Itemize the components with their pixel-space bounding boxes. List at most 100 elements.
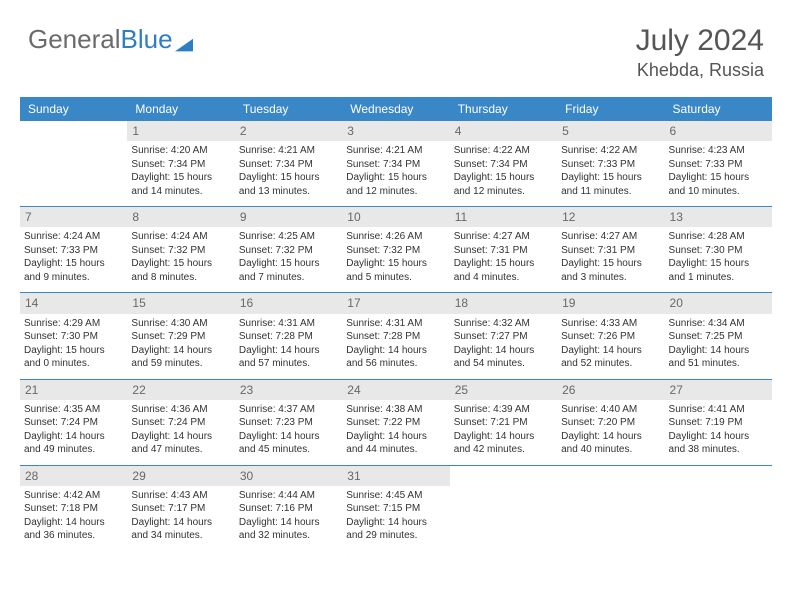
daylight-line-1: Daylight: 15 hours <box>454 171 553 185</box>
sunset-line: Sunset: 7:24 PM <box>24 416 123 430</box>
day-number: 1 <box>127 121 234 141</box>
calendar-cell: 31Sunrise: 4:45 AMSunset: 7:15 PMDayligh… <box>342 466 449 551</box>
weekday-label: Friday <box>557 97 664 121</box>
calendar-week: 7Sunrise: 4:24 AMSunset: 7:33 PMDaylight… <box>20 207 772 293</box>
sunrise-line: Sunrise: 4:34 AM <box>669 317 768 331</box>
calendar-cell: 12Sunrise: 4:27 AMSunset: 7:31 PMDayligh… <box>557 207 664 292</box>
sunset-line: Sunset: 7:29 PM <box>131 330 230 344</box>
sunrise-line: Sunrise: 4:44 AM <box>239 489 338 503</box>
daylight-line-1: Daylight: 15 hours <box>669 257 768 271</box>
daylight-line-2: and 12 minutes. <box>454 185 553 199</box>
sunset-line: Sunset: 7:18 PM <box>24 502 123 516</box>
daylight-line-2: and 9 minutes. <box>24 271 123 285</box>
daylight-line-2: and 44 minutes. <box>346 443 445 457</box>
daylight-line-2: and 32 minutes. <box>239 529 338 543</box>
daylight-line-2: and 54 minutes. <box>454 357 553 371</box>
sunrise-line: Sunrise: 4:27 AM <box>561 230 660 244</box>
calendar-cell: 24Sunrise: 4:38 AMSunset: 7:22 PMDayligh… <box>342 380 449 465</box>
calendar-cell: 17Sunrise: 4:31 AMSunset: 7:28 PMDayligh… <box>342 293 449 378</box>
sunrise-line: Sunrise: 4:38 AM <box>346 403 445 417</box>
calendar-cell: 4Sunrise: 4:22 AMSunset: 7:34 PMDaylight… <box>450 121 557 206</box>
sunset-line: Sunset: 7:32 PM <box>346 244 445 258</box>
daylight-line-1: Daylight: 15 hours <box>561 257 660 271</box>
sunrise-line: Sunrise: 4:31 AM <box>239 317 338 331</box>
daylight-line-2: and 40 minutes. <box>561 443 660 457</box>
daylight-line-1: Daylight: 14 hours <box>669 344 768 358</box>
sunset-line: Sunset: 7:34 PM <box>239 158 338 172</box>
daylight-line-1: Daylight: 14 hours <box>346 344 445 358</box>
day-number: 16 <box>235 293 342 313</box>
sunset-line: Sunset: 7:34 PM <box>131 158 230 172</box>
logo-triangle-icon <box>175 31 193 49</box>
sunset-line: Sunset: 7:33 PM <box>561 158 660 172</box>
daylight-line-2: and 56 minutes. <box>346 357 445 371</box>
sunrise-line: Sunrise: 4:40 AM <box>561 403 660 417</box>
day-number: 27 <box>665 380 772 400</box>
daylight-line-2: and 14 minutes. <box>131 185 230 199</box>
sunrise-line: Sunrise: 4:22 AM <box>454 144 553 158</box>
sunrise-line: Sunrise: 4:36 AM <box>131 403 230 417</box>
day-number: 9 <box>235 207 342 227</box>
calendar-cell: 29Sunrise: 4:43 AMSunset: 7:17 PMDayligh… <box>127 466 234 551</box>
weekday-label: Wednesday <box>342 97 449 121</box>
sunset-line: Sunset: 7:15 PM <box>346 502 445 516</box>
daylight-line-1: Daylight: 15 hours <box>131 171 230 185</box>
sunrise-line: Sunrise: 4:23 AM <box>669 144 768 158</box>
sunrise-line: Sunrise: 4:29 AM <box>24 317 123 331</box>
calendar-week: .1Sunrise: 4:20 AMSunset: 7:34 PMDayligh… <box>20 121 772 207</box>
day-number: 8 <box>127 207 234 227</box>
calendar-cell: 25Sunrise: 4:39 AMSunset: 7:21 PMDayligh… <box>450 380 557 465</box>
sunrise-line: Sunrise: 4:42 AM <box>24 489 123 503</box>
day-number: 12 <box>557 207 664 227</box>
daylight-line-1: Daylight: 14 hours <box>131 430 230 444</box>
daylight-line-1: Daylight: 15 hours <box>24 257 123 271</box>
title-block: July 2024 Khebda, Russia <box>636 24 764 81</box>
sunrise-line: Sunrise: 4:43 AM <box>131 489 230 503</box>
calendar-cell: 22Sunrise: 4:36 AMSunset: 7:24 PMDayligh… <box>127 380 234 465</box>
day-number: 25 <box>450 380 557 400</box>
calendar-cell: 14Sunrise: 4:29 AMSunset: 7:30 PMDayligh… <box>20 293 127 378</box>
calendar-cell: 20Sunrise: 4:34 AMSunset: 7:25 PMDayligh… <box>665 293 772 378</box>
sunset-line: Sunset: 7:16 PM <box>239 502 338 516</box>
weekday-label: Sunday <box>20 97 127 121</box>
sunrise-line: Sunrise: 4:41 AM <box>669 403 768 417</box>
day-number: 19 <box>557 293 664 313</box>
daylight-line-2: and 52 minutes. <box>561 357 660 371</box>
day-number: 11 <box>450 207 557 227</box>
daylight-line-1: Daylight: 15 hours <box>454 257 553 271</box>
logo: GeneralBlue <box>28 24 193 55</box>
sunrise-line: Sunrise: 4:33 AM <box>561 317 660 331</box>
sunset-line: Sunset: 7:28 PM <box>239 330 338 344</box>
calendar-week: 28Sunrise: 4:42 AMSunset: 7:18 PMDayligh… <box>20 466 772 551</box>
weekday-label: Saturday <box>665 97 772 121</box>
daylight-line-1: Daylight: 14 hours <box>346 430 445 444</box>
daylight-line-2: and 5 minutes. <box>346 271 445 285</box>
daylight-line-1: Daylight: 14 hours <box>561 344 660 358</box>
calendar-cell: 6Sunrise: 4:23 AMSunset: 7:33 PMDaylight… <box>665 121 772 206</box>
sunrise-line: Sunrise: 4:20 AM <box>131 144 230 158</box>
day-number: 3 <box>342 121 449 141</box>
calendar-cell: . <box>20 121 127 206</box>
weekday-header: SundayMondayTuesdayWednesdayThursdayFrid… <box>20 97 772 121</box>
day-number: 18 <box>450 293 557 313</box>
calendar-cell: 9Sunrise: 4:25 AMSunset: 7:32 PMDaylight… <box>235 207 342 292</box>
day-number: 24 <box>342 380 449 400</box>
daylight-line-1: Daylight: 14 hours <box>24 516 123 530</box>
sunset-line: Sunset: 7:21 PM <box>454 416 553 430</box>
calendar-cell: 30Sunrise: 4:44 AMSunset: 7:16 PMDayligh… <box>235 466 342 551</box>
day-number: 6 <box>665 121 772 141</box>
daylight-line-2: and 11 minutes. <box>561 185 660 199</box>
sunrise-line: Sunrise: 4:35 AM <box>24 403 123 417</box>
calendar-cell: 21Sunrise: 4:35 AMSunset: 7:24 PMDayligh… <box>20 380 127 465</box>
sunrise-line: Sunrise: 4:21 AM <box>346 144 445 158</box>
daylight-line-2: and 1 minutes. <box>669 271 768 285</box>
calendar-cell: 11Sunrise: 4:27 AMSunset: 7:31 PMDayligh… <box>450 207 557 292</box>
calendar-cell: 26Sunrise: 4:40 AMSunset: 7:20 PMDayligh… <box>557 380 664 465</box>
daylight-line-1: Daylight: 14 hours <box>131 516 230 530</box>
weekday-label: Thursday <box>450 97 557 121</box>
daylight-line-1: Daylight: 14 hours <box>454 344 553 358</box>
daylight-line-1: Daylight: 14 hours <box>561 430 660 444</box>
daylight-line-1: Daylight: 14 hours <box>24 430 123 444</box>
day-number: 5 <box>557 121 664 141</box>
day-number: 26 <box>557 380 664 400</box>
